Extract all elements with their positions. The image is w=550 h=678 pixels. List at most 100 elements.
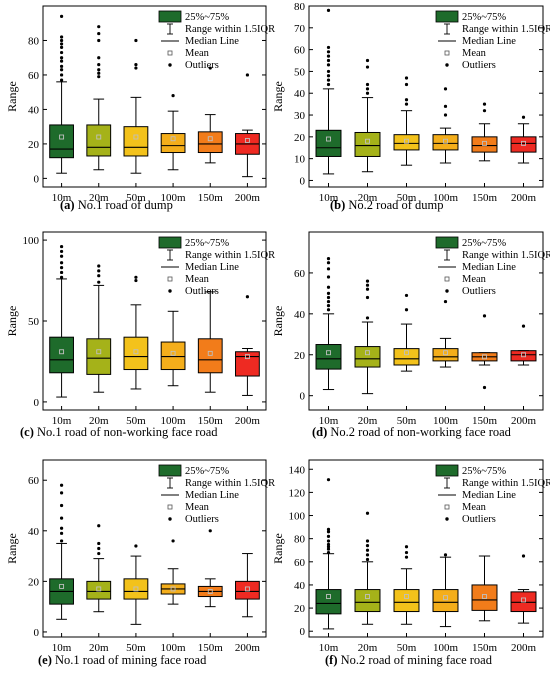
mean-marker <box>482 594 487 599</box>
y-tick-label: 0 <box>34 397 40 409</box>
outlier-point <box>97 541 101 546</box>
outlier-point <box>326 534 331 538</box>
outlier-point <box>365 295 370 300</box>
mean-marker <box>133 134 139 140</box>
outlier-point <box>97 269 101 273</box>
chart-panel-d: 0 20 40 60 Range 10m 20m 50m 100m 150m 200m 25%~75%… <box>271 231 550 439</box>
y-tick-label: 40 <box>294 580 306 592</box>
legend-outlier-swatch <box>445 63 449 67</box>
caption-letter: (c) <box>20 425 34 439</box>
iqr-box <box>86 580 112 600</box>
legend-label: Mean <box>185 502 210 513</box>
legend-label: Mean <box>462 502 487 513</box>
legend-outlier-swatch <box>445 517 449 521</box>
legend-mean-swatch <box>444 50 450 56</box>
box-50m <box>123 544 149 625</box>
chart-panel-c: 0 50 100 Range 10m 20m 50m 100m 150m 200m 25%~75%R… <box>5 231 275 439</box>
box-10m <box>315 256 342 391</box>
y-tick-label: 20 <box>294 603 306 615</box>
box-50m <box>123 38 149 174</box>
outlier-point <box>59 531 64 535</box>
box-20m <box>86 524 112 613</box>
legend-mean-swatch <box>444 504 450 510</box>
legend-label: 25%~75% <box>462 12 506 23</box>
x-tick-label: 20m <box>358 415 378 427</box>
y-tick-label: 80 <box>28 35 40 47</box>
legend-label: Median Line <box>462 262 516 273</box>
mean-marker <box>443 350 448 356</box>
y-tick-label: 80 <box>294 1 306 13</box>
caption-letter: (d) <box>312 425 327 439</box>
plot-frame <box>308 5 544 188</box>
legend-outlier-swatch <box>168 517 172 521</box>
outlier-point <box>326 275 331 279</box>
mean-marker <box>404 594 409 599</box>
y-tick-label: 40 <box>28 104 40 116</box>
mean-marker <box>59 583 65 589</box>
x-tick-label: 20m <box>358 642 378 654</box>
x-tick-label: 20m <box>89 192 109 204</box>
box-20m <box>86 264 112 393</box>
x-tick-label: 200m <box>511 415 537 427</box>
outlier-point <box>326 304 331 308</box>
x-tick-label: 10m <box>52 642 72 654</box>
mean-marker <box>244 354 250 360</box>
outlier-point <box>134 544 138 548</box>
mean-marker <box>326 594 331 599</box>
outlier-point <box>326 54 331 58</box>
y-axis-label: Range <box>271 306 285 337</box>
caption-text: No.2 road of non-working face road <box>327 425 511 439</box>
outlier-point <box>482 385 487 390</box>
caption-text: No.1 road of mining face road <box>52 653 207 667</box>
outlier-point <box>97 264 101 268</box>
y-tick-label: 60 <box>28 475 40 487</box>
mean-marker <box>482 140 487 146</box>
caption-letter: (b) <box>330 198 345 212</box>
outlier-point <box>365 553 370 557</box>
y-tick-label: 10 <box>294 154 306 166</box>
x-tick-label: 100m <box>161 192 187 204</box>
mean-marker <box>326 350 331 356</box>
outlier-point <box>443 87 448 91</box>
x-tick-label: 10m <box>319 415 339 427</box>
iqr-box <box>432 134 459 151</box>
y-tick-label: 0 <box>300 175 306 187</box>
box-20m <box>354 511 381 625</box>
mean-marker <box>170 350 176 356</box>
mean-marker <box>133 586 139 592</box>
outlier-point <box>59 42 64 46</box>
mean-marker <box>521 140 526 146</box>
outlier-point <box>365 65 370 69</box>
outlier-point <box>326 285 331 289</box>
outlier-point <box>134 275 138 279</box>
mean-marker <box>404 350 409 356</box>
outlier-point <box>134 38 138 43</box>
outlier-point <box>59 275 64 279</box>
outlier-point <box>326 547 331 551</box>
outlier-point <box>443 104 448 108</box>
iqr-box <box>197 131 223 154</box>
x-tick-label: 10m <box>52 415 72 427</box>
legend-label: Outliers <box>185 514 219 525</box>
y-tick-label: 40 <box>28 526 40 538</box>
legend-label: Range within 1.5IQR <box>185 24 275 35</box>
y-tick-label: 60 <box>294 557 306 569</box>
outlier-point <box>326 539 331 543</box>
legend-label: Range within 1.5IQR <box>185 478 275 489</box>
box-10m <box>49 244 74 398</box>
legend-label: 25%~75% <box>185 466 229 477</box>
mean-marker <box>365 594 370 599</box>
box-100m <box>160 539 186 605</box>
outlier-point <box>326 295 331 300</box>
y-tick-label: 0 <box>34 173 40 185</box>
mean-marker <box>521 352 526 358</box>
mean-marker <box>96 586 102 592</box>
y-axis-label: Range <box>271 533 285 564</box>
outlier-point <box>59 503 64 508</box>
box-150m <box>471 555 498 622</box>
outlier-point <box>365 316 370 320</box>
legend-label: 25%~75% <box>185 12 229 23</box>
mean-marker <box>521 597 526 603</box>
outlier-point <box>326 530 331 534</box>
